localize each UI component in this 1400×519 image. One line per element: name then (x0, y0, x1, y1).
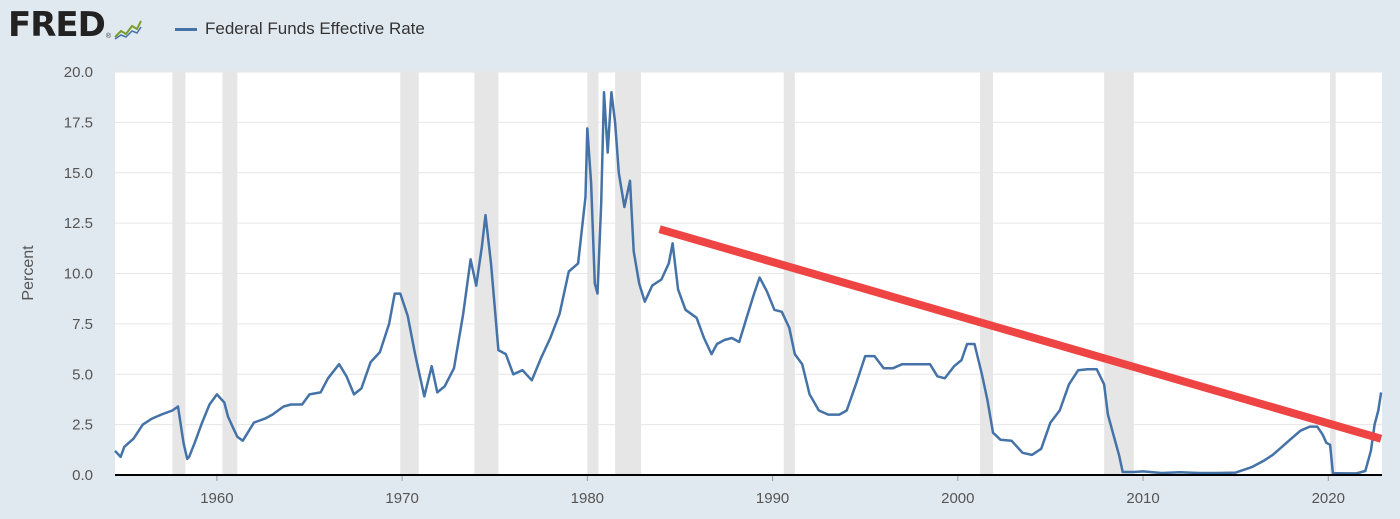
chart-legend[interactable]: Federal Funds Effective Rate (175, 19, 425, 39)
y-tick-label: 2.5 (72, 417, 93, 434)
chart-header: FRED ® Federal Funds Effective Rate (0, 0, 1400, 60)
y-tick-labels: 0.0 2.5 5.0 7.5 10.0 12.5 15.0 17.5 20.0 (64, 64, 93, 484)
y-tick-label: 10.0 (64, 266, 93, 283)
y-tick-label: 17.5 (64, 114, 93, 131)
y-axis-title: Percent (20, 245, 37, 301)
trend-line (658, 225, 1383, 443)
x-tick-label: 1960 (200, 490, 233, 507)
x-tick-label: 2000 (941, 490, 974, 507)
fred-logo[interactable]: FRED ® (8, 8, 143, 42)
y-tick-label: 20.0 (64, 64, 93, 81)
x-tick-label: 2020 (1312, 490, 1345, 507)
line-chart-icon (114, 20, 142, 40)
y-tick-label: 0.0 (72, 467, 93, 484)
x-tick-labels: 1960 1970 1980 1990 2000 2010 2020 (200, 475, 1345, 507)
y-tick-label: 7.5 (72, 316, 93, 333)
y-tick-label: 15.0 (64, 165, 93, 182)
legend-swatch (175, 27, 197, 31)
x-tick-label: 1970 (385, 490, 418, 507)
logo-text: FRED (8, 5, 106, 45)
y-tick-label: 12.5 (64, 215, 93, 232)
y-tick-label: 5.0 (72, 366, 93, 383)
series-line-federal-funds-rate (114, 90, 1383, 475)
x-tick-label: 1990 (756, 490, 789, 507)
legend-series-label: Federal Funds Effective Rate (205, 19, 425, 38)
x-tick-label: 1980 (571, 490, 604, 507)
x-tick-label: 2010 (1126, 490, 1159, 507)
registered-mark: ® (105, 33, 112, 40)
